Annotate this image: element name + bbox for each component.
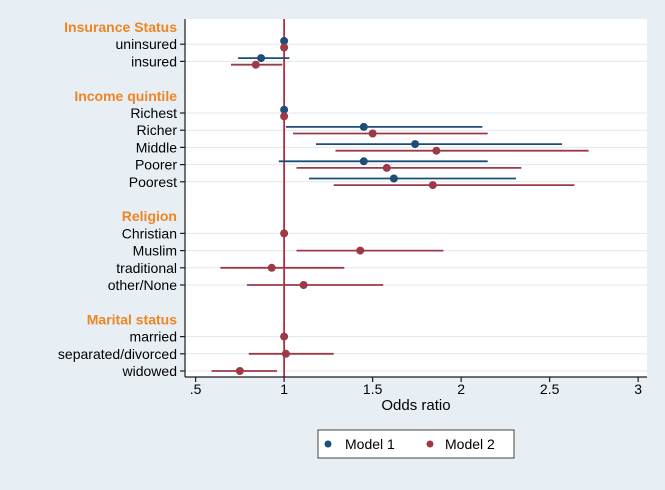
model1-point-estimate (280, 36, 289, 45)
model2-point-estimate (382, 163, 391, 172)
model2-point-estimate (281, 349, 290, 358)
model1-point-estimate (411, 140, 420, 149)
x-tick-label: 1 (280, 381, 288, 397)
model2-point-estimate (280, 112, 289, 121)
plot-area (185, 19, 647, 377)
category-label: separated/divorced (58, 346, 177, 362)
group-header-label: Religion (122, 208, 177, 224)
legend-box (317, 429, 515, 459)
category-label: other/None (108, 277, 177, 293)
model2-point-estimate (267, 263, 276, 272)
x-tick-label: 2 (457, 381, 465, 397)
group-header-label: Insurance Status (64, 19, 177, 35)
model1-point-estimate (257, 54, 266, 63)
model1-point-estimate (359, 122, 368, 131)
category-label: Christian (122, 225, 177, 241)
x-tick-label: 3 (634, 381, 642, 397)
x-axis-title: Odds ratio (381, 397, 450, 414)
model2-point-estimate (280, 43, 289, 52)
category-label: insured (131, 53, 177, 69)
model1-point-estimate (280, 105, 289, 114)
category-label: Middle (136, 139, 177, 155)
model2-point-estimate (428, 181, 437, 190)
category-label: widowed (122, 363, 177, 379)
category-label: Poorer (135, 157, 177, 173)
model1-point-estimate (389, 174, 398, 183)
category-label: Richest (130, 105, 177, 121)
x-tick-label: 2.5 (540, 381, 560, 397)
legend-model2-label: Model 2 (445, 436, 495, 452)
model2-point-estimate (299, 281, 308, 289)
legend-model1-marker-icon (324, 440, 332, 448)
model1-point-estimate (359, 157, 368, 166)
model2-point-estimate (356, 246, 365, 255)
category-label: married (130, 329, 177, 345)
x-tick-label: 1.5 (363, 381, 383, 397)
group-header-label: Income quintile (74, 88, 177, 104)
model2-point-estimate (432, 146, 441, 155)
category-label: Poorest (129, 174, 177, 190)
x-tick-label: .5 (190, 381, 202, 397)
category-label: uninsured (116, 36, 178, 52)
model2-point-estimate (235, 367, 244, 375)
legend-model2-marker-icon (426, 440, 434, 448)
model2-point-estimate (280, 229, 289, 238)
category-label: Muslim (133, 243, 177, 259)
category-label: Richer (137, 122, 178, 138)
model2-point-estimate (280, 332, 289, 341)
model2-point-estimate (368, 129, 377, 138)
group-header-label: Marital status (87, 311, 177, 327)
legend-model1-label: Model 1 (345, 436, 395, 452)
category-label: traditional (116, 260, 177, 276)
model2-point-estimate (251, 60, 260, 69)
